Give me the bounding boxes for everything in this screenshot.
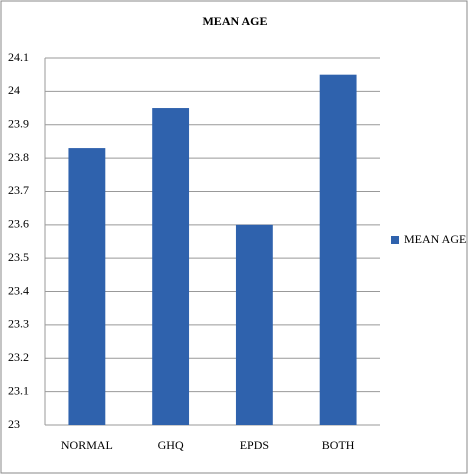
- x-tick-label: NORMAL: [61, 438, 113, 452]
- y-tick-label: 24.1: [8, 50, 29, 64]
- y-tick-label: 23.9: [8, 116, 29, 130]
- legend-swatch: [391, 236, 399, 244]
- x-tick-label: EPDS: [240, 438, 269, 452]
- bar: [319, 74, 357, 425]
- y-tick-label: 23.7: [8, 183, 29, 197]
- bar: [152, 108, 190, 425]
- bar: [68, 148, 106, 425]
- y-tick-label: 23.4: [8, 283, 29, 297]
- legend-label: MEAN AGE: [404, 232, 466, 246]
- y-tick-label: 23.5: [8, 250, 29, 264]
- y-tick-label: 24: [8, 83, 20, 97]
- y-tick-label: 23.1: [8, 383, 29, 397]
- x-tick-label: BOTH: [322, 438, 355, 452]
- y-tick-label: 23.3: [8, 317, 29, 331]
- y-tick-label: 23: [8, 417, 20, 431]
- x-tick-label: GHQ: [158, 438, 184, 452]
- y-tick-label: 23.6: [8, 217, 29, 231]
- y-tick-label: 23.2: [8, 350, 29, 364]
- y-tick-label: 23.8: [8, 150, 29, 164]
- bar: [235, 224, 273, 425]
- chart-title: MEAN AGE: [202, 14, 267, 28]
